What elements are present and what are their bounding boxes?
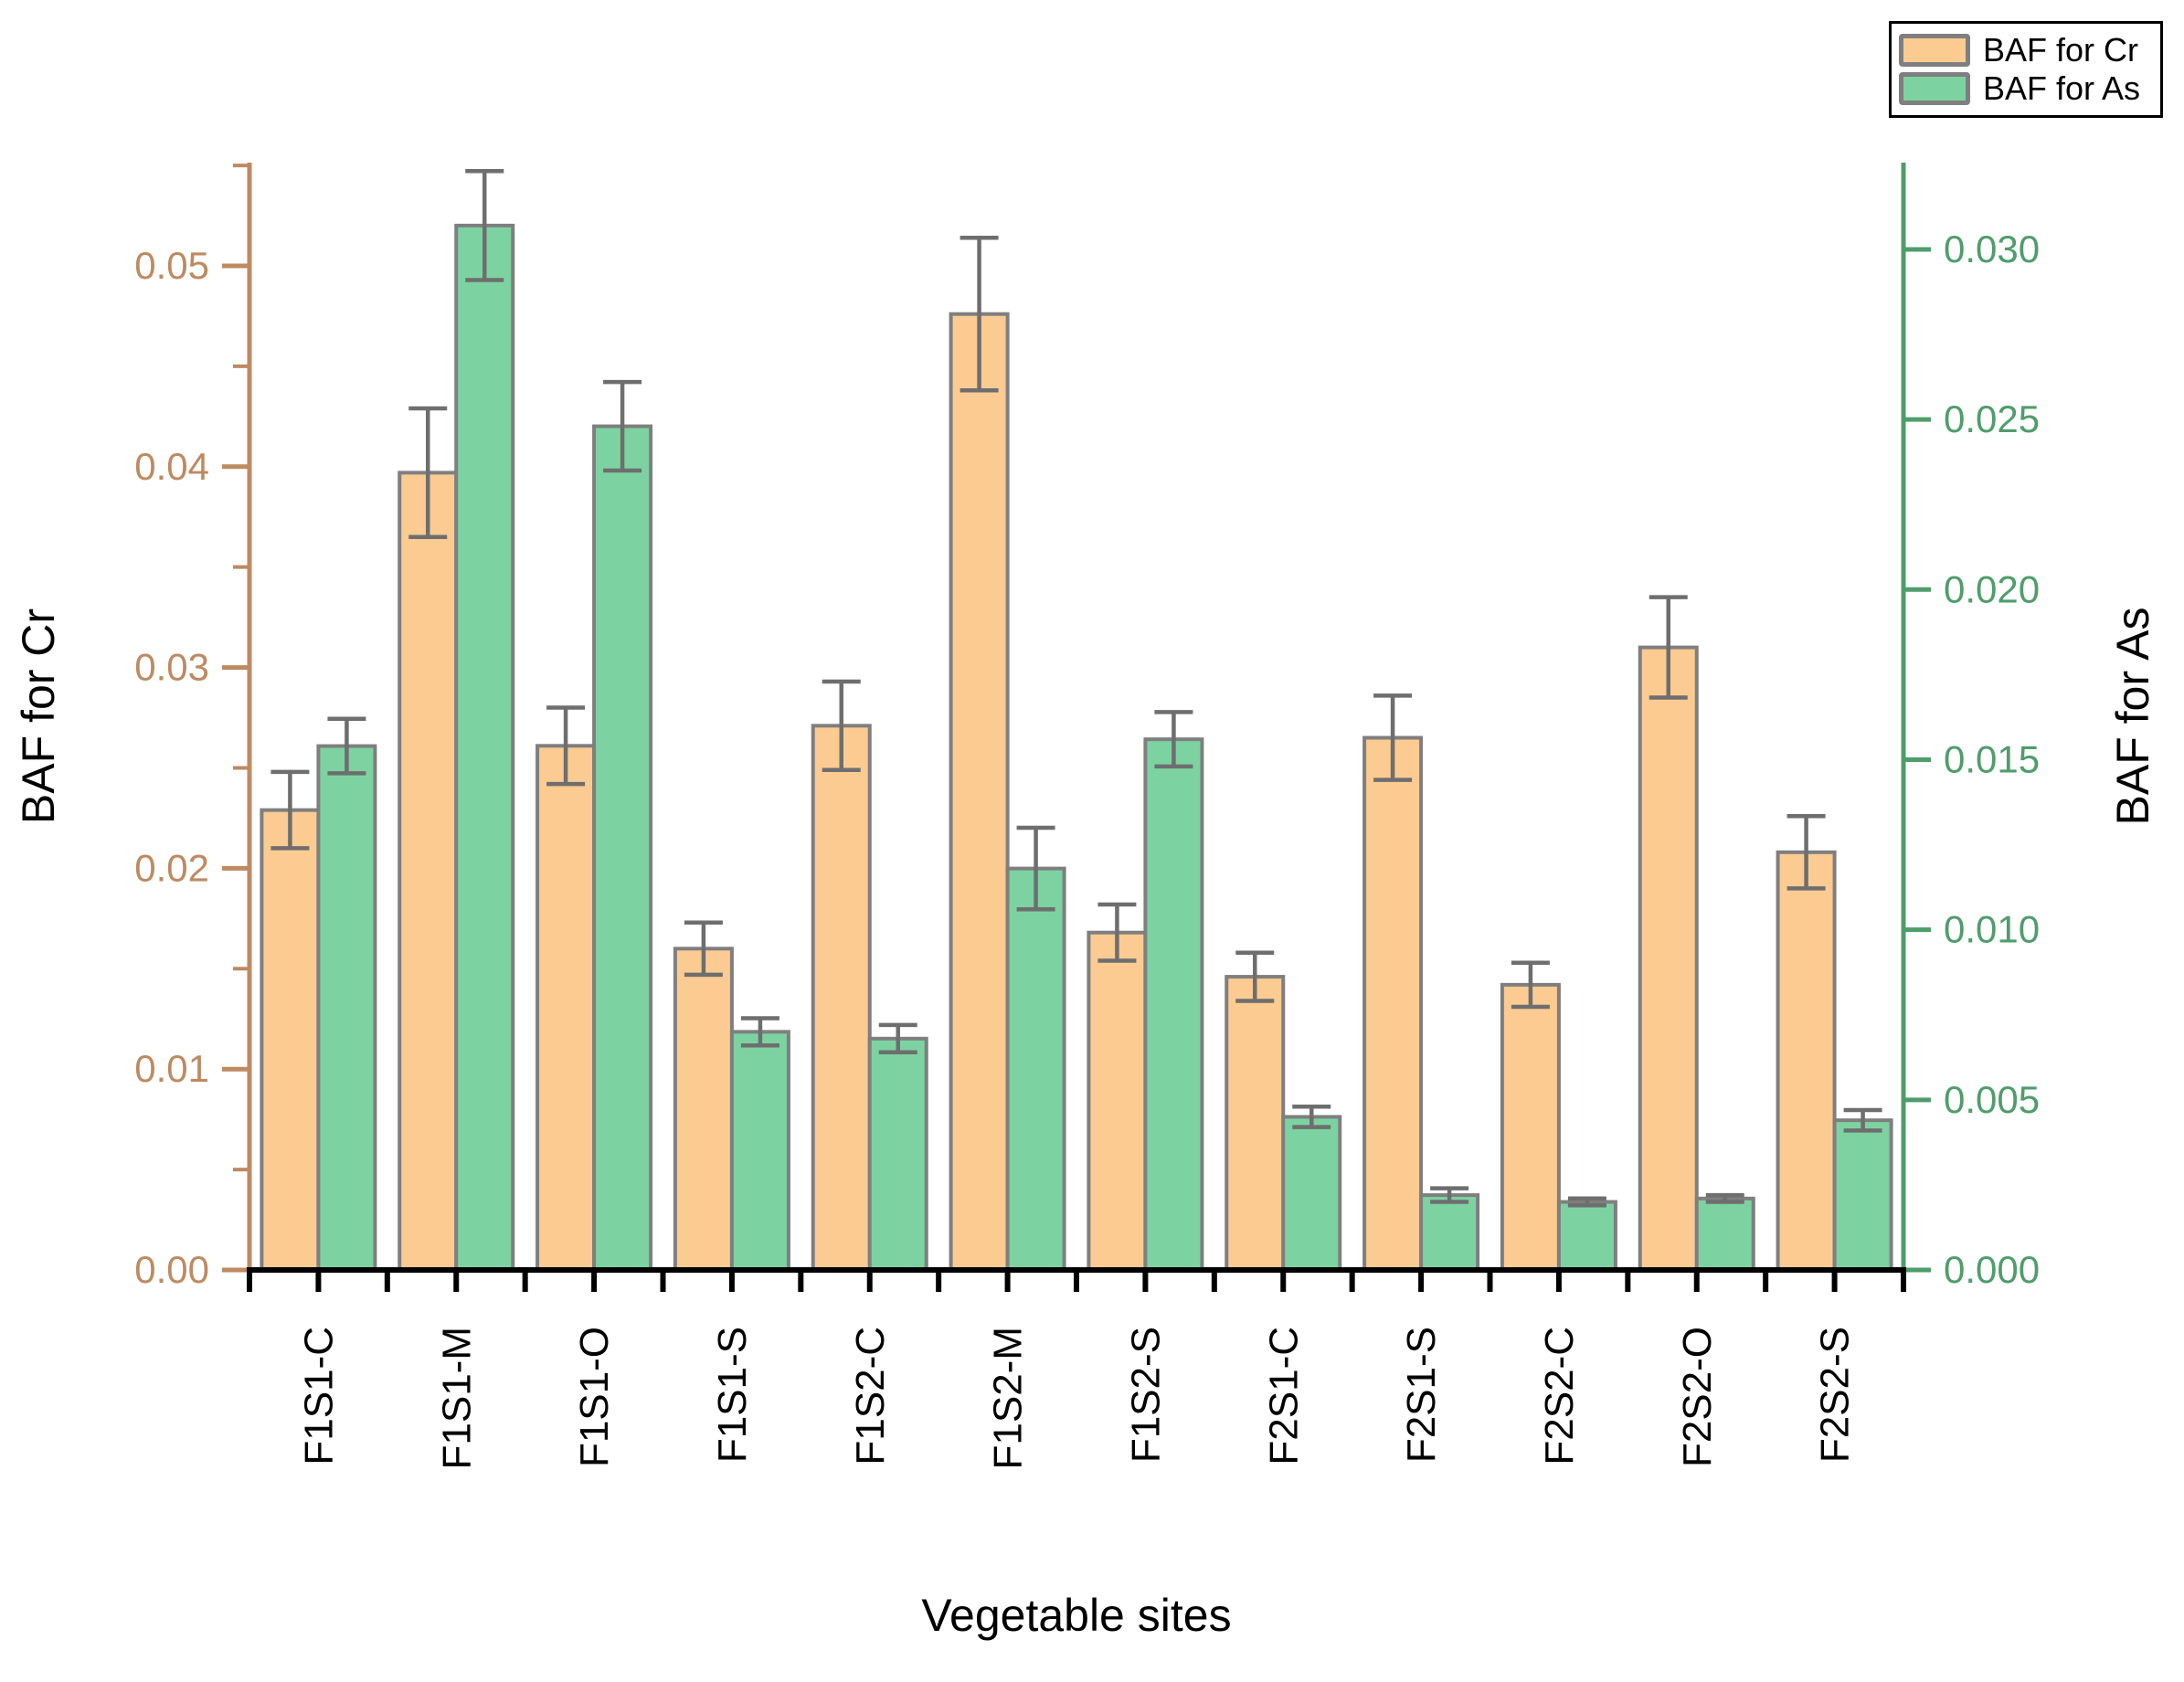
x-tick-label-f2s2-c: F2S2-C bbox=[1537, 1327, 1582, 1465]
bar-as-f2s1-s bbox=[1419, 1193, 1480, 1273]
bar-cr-f1s1-o bbox=[535, 744, 597, 1272]
x-tick-label-f2s1-c: F2S1-C bbox=[1261, 1327, 1306, 1465]
left-axis-tick-label: 0.00 bbox=[134, 1248, 209, 1291]
bar-cr-f2s1-s bbox=[1362, 735, 1424, 1272]
x-tick-label-f2s2-o: F2S2-O bbox=[1675, 1327, 1720, 1467]
bar-as-f1s1-m bbox=[454, 223, 515, 1273]
bar-as-f2s2-c bbox=[1556, 1200, 1617, 1272]
bar-cr-f1s1-c bbox=[260, 808, 321, 1273]
x-tick-label-f1s1-o: F1S1-O bbox=[572, 1327, 617, 1467]
bar-as-f1s2-s bbox=[1143, 737, 1204, 1272]
legend-entry-cr: BAF for Cr bbox=[1899, 30, 2153, 69]
x-tick-label-f1s2-m: F1S2-M bbox=[986, 1327, 1031, 1469]
bar-cr-f1s1-s bbox=[673, 947, 734, 1272]
bar-as-f1s1-s bbox=[729, 1030, 790, 1273]
right-axis-tick-label: 0.020 bbox=[1944, 567, 2040, 610]
bar-as-f2s1-c bbox=[1281, 1115, 1342, 1272]
x-tick-label-f1s2-s: F1S2-S bbox=[1123, 1327, 1168, 1463]
legend-entry-as: BAF for As bbox=[1899, 69, 2153, 108]
x-axis-title: Vegetable sites bbox=[921, 1590, 1232, 1641]
right-axis-tick-label: 0.025 bbox=[1944, 397, 2040, 440]
right-axis-tick-label: 0.005 bbox=[1944, 1078, 2040, 1121]
bar-cr-f1s2-m bbox=[949, 312, 1010, 1273]
right-axis-tick-label: 0.030 bbox=[1944, 227, 2040, 270]
bar-as-f1s1-o bbox=[592, 424, 653, 1273]
legend: BAF for Cr BAF for As bbox=[1889, 21, 2163, 118]
x-tick-label-f2s1-s: F2S1-S bbox=[1399, 1327, 1444, 1463]
bar-cr-f2s1-c bbox=[1225, 975, 1286, 1272]
x-tick-label-f1s1-m: F1S1-M bbox=[434, 1327, 479, 1469]
right-axis-tick-label: 0.010 bbox=[1944, 908, 2040, 951]
bar-as-f2s2-o bbox=[1694, 1196, 1755, 1272]
legend-label-as: BAF for As bbox=[1983, 69, 2141, 108]
bar-as-f1s2-c bbox=[867, 1036, 928, 1273]
legend-swatch-as bbox=[1899, 72, 1970, 106]
left-axis-tick-label: 0.05 bbox=[134, 244, 209, 287]
bar-cr-f2s2-c bbox=[1500, 982, 1561, 1273]
left-axis-tick-label: 0.04 bbox=[134, 445, 209, 488]
left-axis-title: BAF for Cr bbox=[13, 608, 64, 825]
bar-cr-f2s2-o bbox=[1638, 645, 1699, 1272]
right-axis-tick-label: 0.015 bbox=[1944, 737, 2040, 780]
right-axis-title: BAF for As bbox=[2107, 607, 2158, 826]
x-tick-label-f1s2-c: F1S2-C bbox=[848, 1327, 893, 1465]
x-tick-label-f2s2-s: F2S2-S bbox=[1813, 1327, 1858, 1463]
bar-as-f2s2-s bbox=[1832, 1118, 1893, 1272]
x-tick-label-f1s1-s: F1S1-S bbox=[710, 1327, 755, 1463]
right-axis-tick-label: 0.000 bbox=[1944, 1248, 2040, 1291]
bar-as-f1s1-c bbox=[316, 744, 377, 1272]
left-axis-tick-label: 0.01 bbox=[134, 1047, 209, 1090]
bar-cr-f1s2-s bbox=[1087, 930, 1148, 1272]
left-axis-tick-label: 0.02 bbox=[134, 846, 209, 889]
bar-cr-f1s1-m bbox=[398, 471, 459, 1272]
bar-cr-f2s2-s bbox=[1776, 850, 1837, 1272]
bar-cr-f1s2-c bbox=[811, 724, 872, 1272]
legend-swatch-cr bbox=[1899, 33, 1970, 67]
bar-as-f1s2-m bbox=[1005, 866, 1066, 1272]
x-tick-label-f1s1-c: F1S1-C bbox=[296, 1327, 341, 1465]
left-axis-tick-label: 0.03 bbox=[134, 646, 209, 689]
legend-label-cr: BAF for Cr bbox=[1983, 30, 2139, 69]
